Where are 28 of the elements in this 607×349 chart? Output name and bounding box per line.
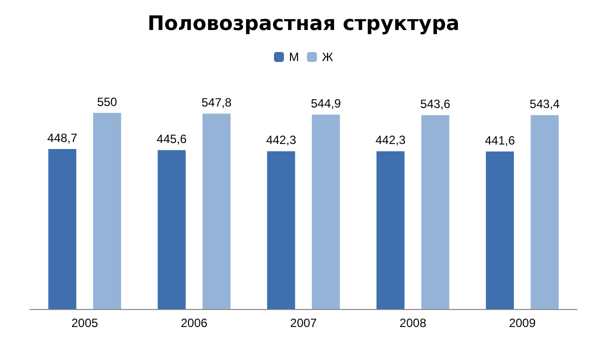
x-tick-label: 2008 — [400, 316, 427, 330]
bar — [486, 151, 514, 309]
bar — [93, 112, 122, 309]
x-tick-label: 2005 — [71, 316, 98, 330]
data-label: 543,6 — [420, 97, 451, 112]
bar — [376, 151, 404, 309]
x-tick-label: 2009 — [508, 316, 536, 330]
x-tick-label: 2007 — [290, 316, 318, 330]
bar — [158, 150, 186, 309]
data-label: 550 — [97, 94, 118, 109]
bar — [312, 114, 340, 309]
bar — [267, 151, 296, 309]
data-label: 448,7 — [47, 130, 78, 145]
data-label: 544,9 — [310, 96, 342, 111]
legend-label: Ж — [322, 50, 334, 64]
data-label: 445,6 — [156, 132, 188, 146]
data-label: 547,8 — [201, 96, 232, 110]
bar — [202, 114, 230, 309]
bar — [421, 115, 450, 309]
data-label: 543,4 — [530, 97, 560, 112]
data-label: 441,6 — [484, 133, 516, 148]
bar — [530, 115, 559, 309]
data-label: 442,3 — [375, 133, 406, 148]
chart-title: Половозрастная структура — [147, 11, 460, 35]
x-tick-label: 2006 — [180, 316, 208, 330]
legend-label: М — [288, 50, 299, 64]
data-label: 442,3 — [266, 133, 296, 148]
bar — [48, 148, 76, 309]
